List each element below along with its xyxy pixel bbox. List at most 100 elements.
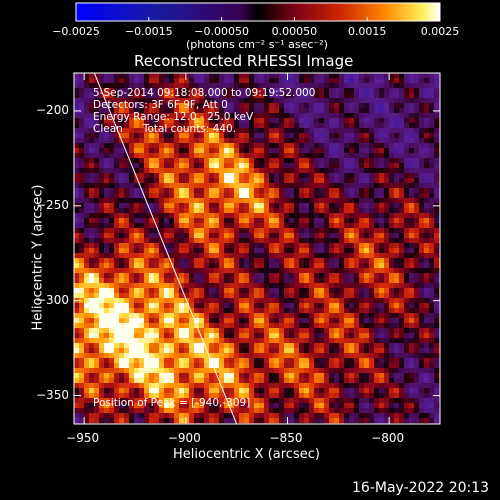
heatmap-cell: [384, 363, 389, 368]
heatmap-cell: [89, 93, 94, 98]
heatmap-cell: [99, 118, 104, 123]
heatmap-cell: [314, 188, 319, 193]
heatmap-cell: [159, 373, 164, 378]
heatmap-cell: [424, 113, 429, 118]
heatmap-cell: [129, 313, 134, 318]
heatmap-cell: [334, 183, 339, 188]
heatmap-cell: [384, 133, 389, 138]
heatmap-cell: [329, 398, 334, 403]
heatmap-cell: [294, 178, 299, 183]
heatmap-cell: [309, 88, 314, 93]
heatmap-cell: [134, 123, 139, 128]
heatmap-cell: [274, 113, 279, 118]
heatmap-cell: [169, 83, 174, 88]
heatmap-cell: [244, 348, 249, 353]
heatmap-cell: [184, 268, 189, 273]
heatmap-cell: [289, 383, 294, 388]
heatmap-cell: [149, 128, 154, 133]
heatmap-cell: [99, 83, 104, 88]
heatmap-cell: [204, 258, 209, 263]
heatmap-cell: [119, 163, 124, 168]
heatmap-cell: [194, 193, 199, 198]
heatmap-cell: [144, 333, 149, 338]
heatmap-cell: [379, 378, 384, 383]
heatmap-cell: [399, 418, 404, 423]
heatmap-cell: [279, 168, 284, 173]
heatmap-cell: [104, 418, 109, 423]
heatmap-cell: [404, 188, 409, 193]
heatmap-cell: [124, 278, 129, 283]
heatmap-cell: [129, 228, 134, 233]
heatmap-cell: [174, 153, 179, 158]
heatmap-cell: [179, 133, 184, 138]
heatmap-cell: [79, 188, 84, 193]
heatmap-cell: [404, 183, 409, 188]
heatmap-cell: [239, 288, 244, 293]
heatmap-cell: [104, 163, 109, 168]
heatmap-cell: [329, 143, 334, 148]
heatmap-cell: [289, 398, 294, 403]
heatmap-cell: [269, 168, 274, 173]
heatmap-cell: [104, 328, 109, 333]
heatmap-cell: [139, 368, 144, 373]
heatmap-cell: [159, 213, 164, 218]
heatmap-cell: [374, 223, 379, 228]
heatmap-cell: [274, 398, 279, 403]
heatmap-cell: [89, 308, 94, 313]
heatmap-cell: [339, 128, 344, 133]
heatmap-cell: [219, 333, 224, 338]
heatmap-cell: [124, 243, 129, 248]
heatmap-cell: [409, 123, 414, 128]
heatmap-cell: [354, 128, 359, 133]
heatmap-cell: [174, 118, 179, 123]
heatmap-cell: [319, 328, 324, 333]
heatmap-cell: [294, 293, 299, 298]
heatmap-cell: [394, 273, 399, 278]
heatmap-cell: [394, 418, 399, 423]
heatmap-cell: [254, 338, 259, 343]
heatmap-cell: [204, 173, 209, 178]
heatmap-cell: [84, 353, 89, 358]
heatmap-cell: [154, 213, 159, 218]
heatmap-cell: [279, 238, 284, 243]
heatmap-cell: [224, 168, 229, 173]
heatmap-cell: [139, 373, 144, 378]
heatmap-cell: [379, 403, 384, 408]
heatmap-cell: [234, 223, 239, 228]
heatmap-cell: [409, 233, 414, 238]
heatmap-cell: [209, 188, 214, 193]
heatmap-cell: [319, 303, 324, 308]
heatmap-cell: [99, 133, 104, 138]
heatmap-cell: [329, 153, 334, 158]
heatmap-cell: [134, 408, 139, 413]
heatmap-cell: [379, 133, 384, 138]
heatmap-cell: [244, 368, 249, 373]
heatmap-cell: [119, 268, 124, 273]
heatmap-cell: [179, 173, 184, 178]
heatmap-cell: [279, 288, 284, 293]
heatmap-cell: [184, 123, 189, 128]
heatmap-cell: [424, 123, 429, 128]
heatmap-cell: [159, 353, 164, 358]
heatmap-cell: [294, 383, 299, 388]
heatmap-cell: [174, 398, 179, 403]
heatmap-cell: [149, 158, 154, 163]
heatmap-cell: [319, 113, 324, 118]
heatmap-cell: [94, 198, 99, 203]
heatmap-cell: [244, 108, 249, 113]
heatmap-cell: [144, 413, 149, 418]
heatmap-cell: [129, 208, 134, 213]
heatmap-cell: [334, 398, 339, 403]
heatmap-cell: [179, 218, 184, 223]
heatmap-cell: [229, 258, 234, 263]
heatmap-cell: [329, 253, 334, 258]
heatmap-cell: [194, 253, 199, 258]
heatmap-cell: [219, 98, 224, 103]
heatmap-cell: [414, 303, 419, 308]
heatmap-cell: [414, 373, 419, 378]
heatmap-cell: [99, 138, 104, 143]
heatmap-cell: [344, 358, 349, 363]
heatmap-cell: [279, 183, 284, 188]
heatmap-cell: [239, 243, 244, 248]
heatmap-cell: [324, 298, 329, 303]
